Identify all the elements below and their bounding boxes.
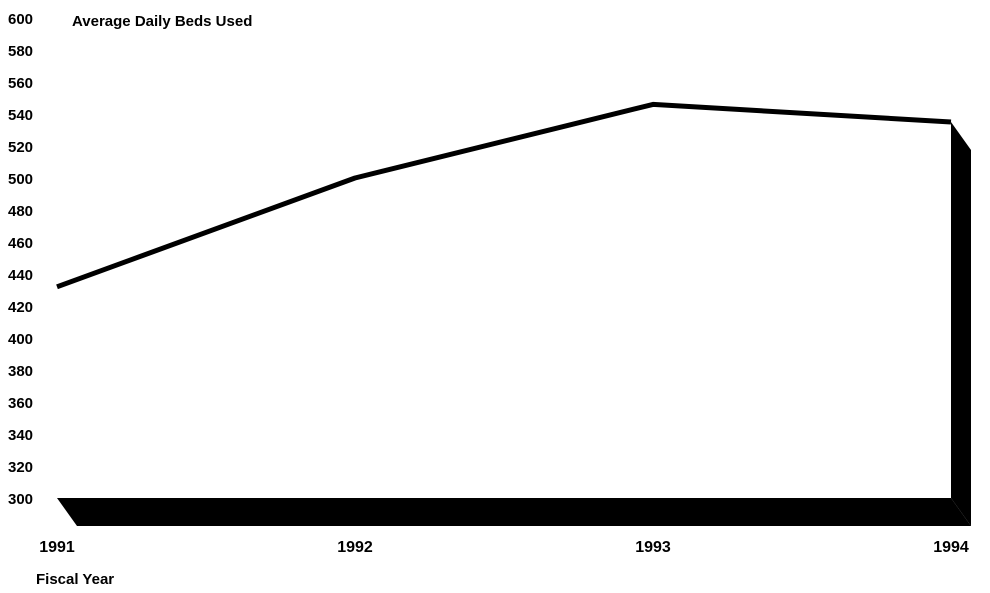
y-tick-label: 540 [8,107,33,124]
x-axis-label: Fiscal Year [36,571,114,588]
x-tick-label: 1994 [933,539,969,556]
y-tick-label: 380 [8,363,33,380]
y-tick-label: 500 [8,171,33,188]
y-tick-label: 420 [8,299,33,316]
y-tick-label: 340 [8,427,33,444]
x-tick-label: 1993 [635,539,671,556]
y-tick-label: 600 [8,11,33,28]
3d-shadow [57,122,971,526]
y-tick-label: 480 [8,203,33,220]
y-tick-label: 400 [8,331,33,348]
y-tick-label: 440 [8,267,33,284]
series-line-group [56,101,952,290]
y-tick-label: 360 [8,395,33,412]
y-tick-label: 560 [8,75,33,92]
x-tick-label: 1992 [337,539,373,556]
y-tick-label: 520 [8,139,33,156]
y-tick-label: 580 [8,43,33,60]
x-tick-label: 1991 [39,539,75,556]
shadow-floor [57,498,971,526]
y-axis-ticks: 600 580 560 540 520 500 480 460 440 420 400 380 360 3… [8,11,33,508]
shadow-side-wall [951,122,971,526]
chart-title: Average Daily Beds Used [72,13,252,30]
series-line [56,101,952,290]
y-tick-label: 460 [8,235,33,252]
y-tick-label: 320 [8,459,33,476]
y-tick-label: 300 [8,491,33,508]
x-axis-ticks: 1991 1992 1993 1994 [39,539,969,556]
